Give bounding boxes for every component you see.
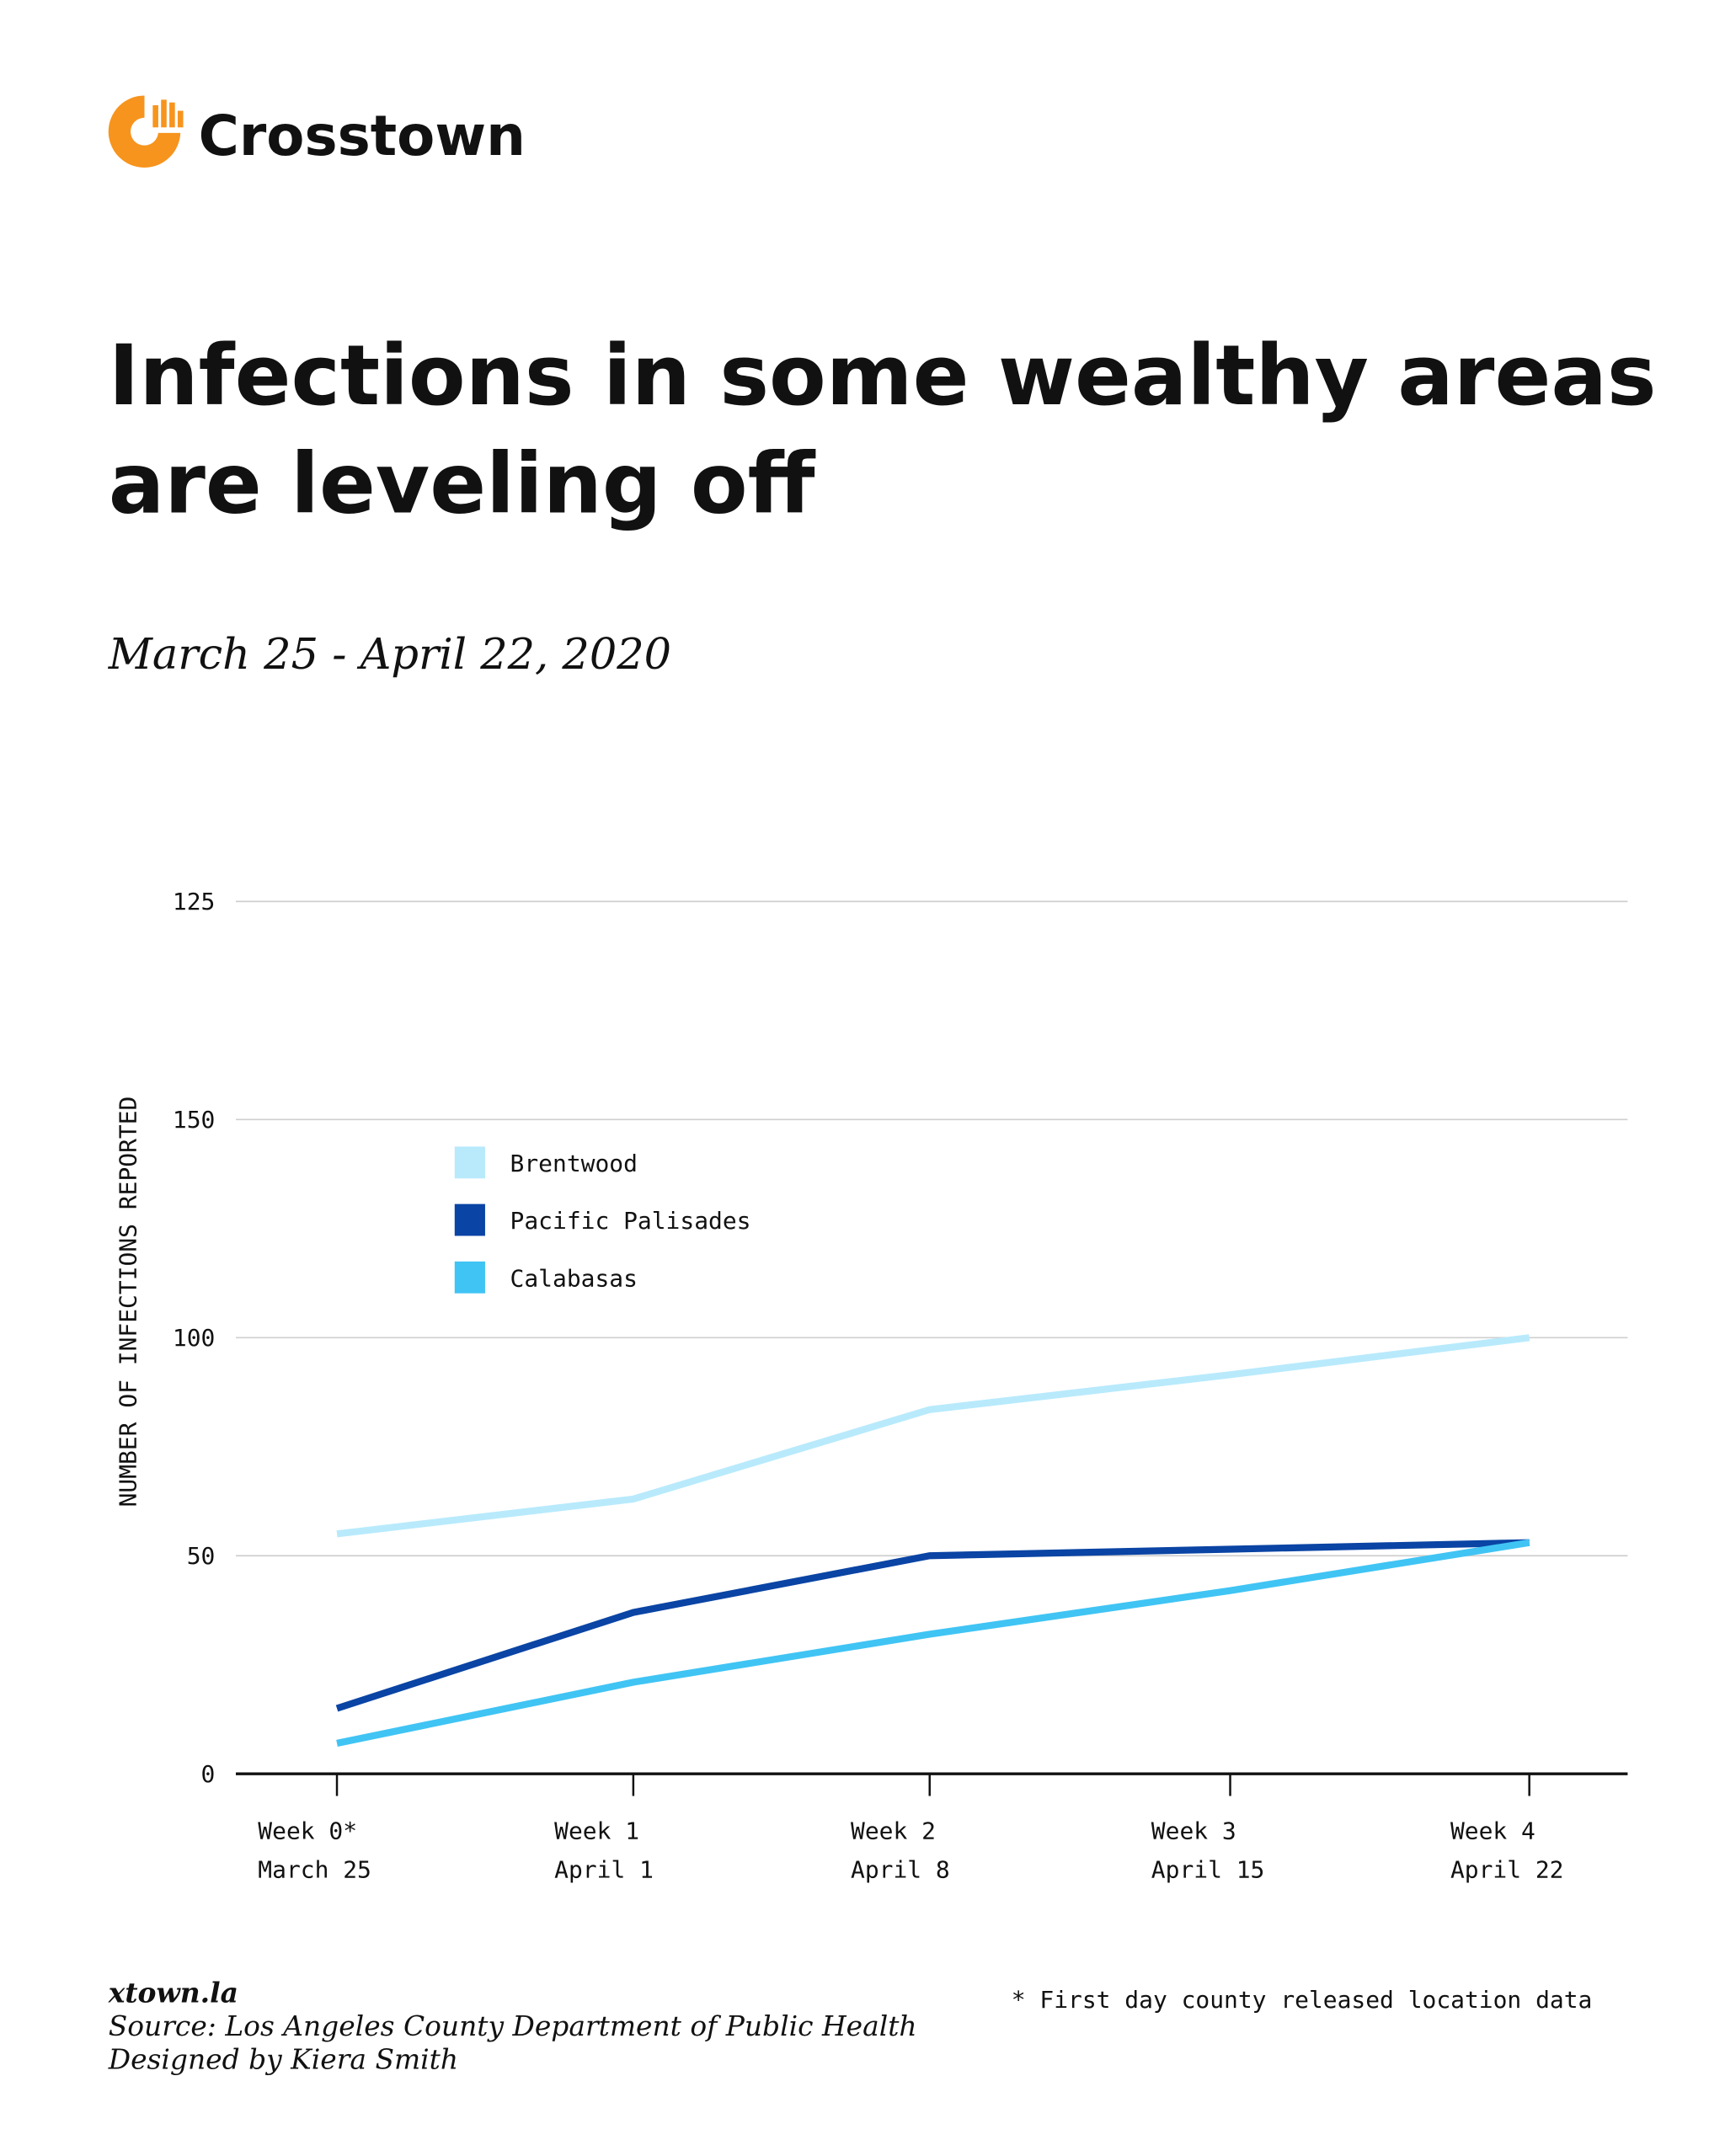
x-tick-label: Week 4 xyxy=(1450,1817,1535,1844)
x-tick-label: Week 0* xyxy=(258,1817,357,1844)
y-tick-label: 150 xyxy=(173,1106,215,1134)
series-line xyxy=(336,1539,1530,1747)
y-tick-label: 50 xyxy=(187,1542,216,1570)
footer-credit: Designed by Kiera Smith xyxy=(108,2042,458,2075)
footnote: * First day county released location dat… xyxy=(1012,1986,1593,2014)
y-tick-label: 125 xyxy=(173,888,215,915)
legend-label: Calabasas xyxy=(510,1264,638,1292)
series-line xyxy=(335,1539,1530,1712)
logo-icon xyxy=(108,91,184,168)
legend-label: Pacific Palisades xyxy=(510,1207,751,1235)
chart-title: Infections in some wealthy areas are leve… xyxy=(109,328,1657,532)
x-tick-label: April 8 xyxy=(851,1856,950,1884)
series-line xyxy=(336,1334,1530,1538)
chart-subtitle: March 25 - April 22, 2020 xyxy=(108,630,671,680)
footer-source: Source: Los Angeles County Department of… xyxy=(109,2009,917,2042)
x-tick-label: Week 1 xyxy=(554,1817,639,1844)
x-tick-label: Week 3 xyxy=(1151,1817,1236,1844)
legend-swatch xyxy=(454,1261,485,1294)
legend-swatch xyxy=(454,1146,485,1179)
legend-swatch xyxy=(454,1203,485,1236)
legend-label: Brentwood xyxy=(510,1150,638,1177)
x-tick-label: Week 2 xyxy=(851,1817,936,1844)
brand: Crosstown xyxy=(199,104,526,168)
x-tick-label: March 25 xyxy=(258,1856,371,1884)
y-tick-label: 100 xyxy=(173,1324,215,1352)
y-axis-label: NUMBER OF INFECTIONS REPORTED xyxy=(115,1097,142,1508)
footer-site: xtown.la xyxy=(108,1976,238,2009)
x-tick-label: April 1 xyxy=(554,1856,654,1884)
y-tick-label: 0 xyxy=(201,1760,216,1788)
x-tick-label: April 15 xyxy=(1151,1856,1265,1884)
x-tick-label: April 22 xyxy=(1450,1856,1564,1884)
